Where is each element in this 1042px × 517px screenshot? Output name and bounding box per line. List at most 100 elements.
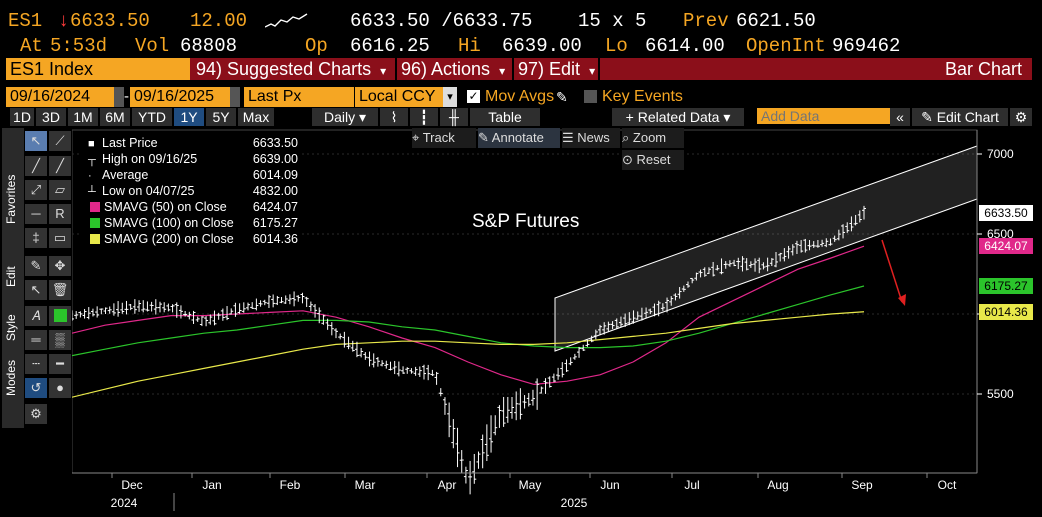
retracement-icon[interactable]: R xyxy=(49,204,71,224)
table-button[interactable]: Table xyxy=(470,108,540,126)
suggested-charts-menu[interactable]: 94) Suggested Charts ▾ xyxy=(190,58,397,80)
date-to-input[interactable]: 09/16/2025 xyxy=(130,87,238,107)
edit-menu[interactable]: 97) Edit ▾ xyxy=(514,58,600,80)
field-select[interactable]: Last Px xyxy=(244,87,354,107)
period-1y[interactable]: 1Y xyxy=(174,108,204,126)
cursor-icon[interactable]: ↖ xyxy=(25,131,47,151)
annotate-label: Annotate xyxy=(491,130,544,145)
prev-label: Prev xyxy=(683,10,729,32)
segment-icon[interactable]: ⤢ xyxy=(25,180,47,200)
period-6m[interactable]: 6M xyxy=(100,108,130,126)
cycle-mode-icon[interactable]: ↺ xyxy=(25,378,47,398)
x-tick-label: Jan xyxy=(202,478,221,492)
candle-icon[interactable]: ╫ xyxy=(440,108,468,126)
multi-color-icon[interactable]: ● xyxy=(49,378,71,398)
draw-line-icon[interactable]: ⟋ xyxy=(49,131,71,151)
quote-stats: At 5:53d Vol 68808 Op 6616.25 Hi 6639.00… xyxy=(0,35,1042,57)
security-input[interactable]: ES1 Index xyxy=(6,58,190,80)
date-separator: - xyxy=(124,88,129,105)
zoom-button[interactable]: ⌕ Zoom xyxy=(622,128,684,148)
date-from-input[interactable]: 09/16/2024 xyxy=(6,87,120,107)
legend-swatch: · xyxy=(88,170,92,182)
legend-label: Low on 04/07/25 xyxy=(102,184,195,198)
legend-value: 6014.36 xyxy=(252,232,298,246)
zoom-label: Zoom xyxy=(632,130,667,145)
tab-favorites[interactable]: Favorites xyxy=(4,174,18,224)
trash-icon[interactable]: 🗑 xyxy=(49,280,71,300)
frequency-label: Daily xyxy=(323,109,356,125)
tab-modes[interactable]: Modes xyxy=(4,359,18,397)
mov-avgs-checkbox[interactable]: ✓ xyxy=(467,89,480,103)
ray-icon[interactable]: ╱ xyxy=(49,156,71,176)
gear-icon[interactable]: ⚙ xyxy=(1010,108,1032,126)
sma50-line xyxy=(72,245,865,386)
legend-swatch: ┴ xyxy=(88,186,96,198)
add-data-input[interactable] xyxy=(757,108,891,124)
channel-icon[interactable]: ▱ xyxy=(49,180,71,200)
key-events-checkbox[interactable] xyxy=(584,90,597,103)
text-style-icon[interactable]: 𝐴 xyxy=(25,306,47,326)
trendline-icon[interactable]: ╱ xyxy=(25,156,47,176)
legend-label: SMAVG (100) on Close xyxy=(104,216,234,230)
x-tick-label: Feb xyxy=(280,478,301,492)
dash-style-icon[interactable]: ┄ xyxy=(25,354,47,374)
dropdown-caret-icon[interactable]: ▾ xyxy=(443,87,457,107)
edit-chart-label: Edit Chart xyxy=(936,109,999,125)
net-change: 12.00 xyxy=(190,10,248,32)
tab-style[interactable]: Style xyxy=(4,314,18,342)
bar-style-icon[interactable]: ┇ xyxy=(410,108,438,126)
prev-value: 6621.50 xyxy=(736,10,816,32)
edit-chart-button[interactable]: ✎ Edit Chart xyxy=(912,108,1008,126)
move-icon[interactable]: ✥ xyxy=(49,256,71,276)
x-tick-label: Dec xyxy=(121,478,142,492)
settings-icon[interactable]: ⚙ xyxy=(25,404,47,424)
frequency-select[interactable]: Daily ▾ xyxy=(312,108,378,126)
horizontal-line-icon[interactable]: ─ xyxy=(25,204,47,224)
track-button[interactable]: ⌖ Track xyxy=(412,128,476,148)
bar-chart-title: Bar Chart xyxy=(600,58,1034,80)
suggested-num: 94) xyxy=(196,59,223,79)
period-3d[interactable]: 3D xyxy=(36,108,66,126)
pencil-icon[interactable]: ✎ xyxy=(556,89,568,105)
bid-ask: 6633.50 /6633.75 xyxy=(350,10,533,32)
legend-value: 6633.50 xyxy=(252,136,298,150)
news-label: News xyxy=(577,130,610,145)
hi-value: 6639.00 xyxy=(502,35,582,57)
rectangle-icon[interactable]: ▭ xyxy=(49,228,71,248)
down-arrow-icon: ↓ xyxy=(58,10,70,32)
side-tab-strip xyxy=(2,128,24,428)
period-max[interactable]: Max xyxy=(238,108,274,126)
year-label: 2025 xyxy=(561,496,588,510)
annotate-button[interactable]: ✎ Annotate xyxy=(478,128,560,148)
period-ytd[interactable]: YTD xyxy=(132,108,172,126)
x-tick-label: Jun xyxy=(600,478,619,492)
currency-select[interactable]: Local CCY xyxy=(355,87,447,107)
line-chart-icon[interactable]: ⌇ xyxy=(380,108,408,126)
dropdown-caret-icon: ▾ xyxy=(380,64,387,78)
related-data-menu[interactable]: + Related Data ▾ xyxy=(612,108,744,126)
line-width-icon[interactable]: ━ xyxy=(49,354,71,374)
fib-icon[interactable]: ‡ xyxy=(25,228,47,248)
tab-edit[interactable]: Edit xyxy=(4,266,18,288)
pen-icon[interactable]: ✎ xyxy=(25,256,47,276)
period-1m[interactable]: 1M xyxy=(68,108,98,126)
color-swatch-icon[interactable] xyxy=(49,306,71,326)
arrow-head xyxy=(898,294,906,306)
period-1d[interactable]: 1D xyxy=(10,108,34,126)
news-button[interactable]: ☰ News xyxy=(562,128,620,148)
period-5y[interactable]: 5Y xyxy=(206,108,236,126)
calendar-icon[interactable] xyxy=(230,87,240,107)
key-events-label: Key Events xyxy=(602,88,683,105)
calendar-icon[interactable] xyxy=(114,87,124,107)
axis-price-label: 6633.50 xyxy=(979,204,1033,221)
actions-label: Actions xyxy=(431,59,491,79)
actions-menu[interactable]: 96) Actions ▾ xyxy=(397,58,514,80)
fill-icon[interactable]: ▒ xyxy=(49,330,71,350)
edit-label: Edit xyxy=(549,59,581,79)
bid-ask-size: 15 x 5 xyxy=(578,10,647,32)
reset-button[interactable]: ⊙ Reset xyxy=(622,150,684,170)
collapse-icon[interactable]: « xyxy=(890,108,910,126)
line-style-icon[interactable]: ═ xyxy=(25,330,47,350)
select-icon[interactable]: ↖ xyxy=(25,280,47,300)
mov-avgs-label: Mov Avgs xyxy=(485,88,555,105)
